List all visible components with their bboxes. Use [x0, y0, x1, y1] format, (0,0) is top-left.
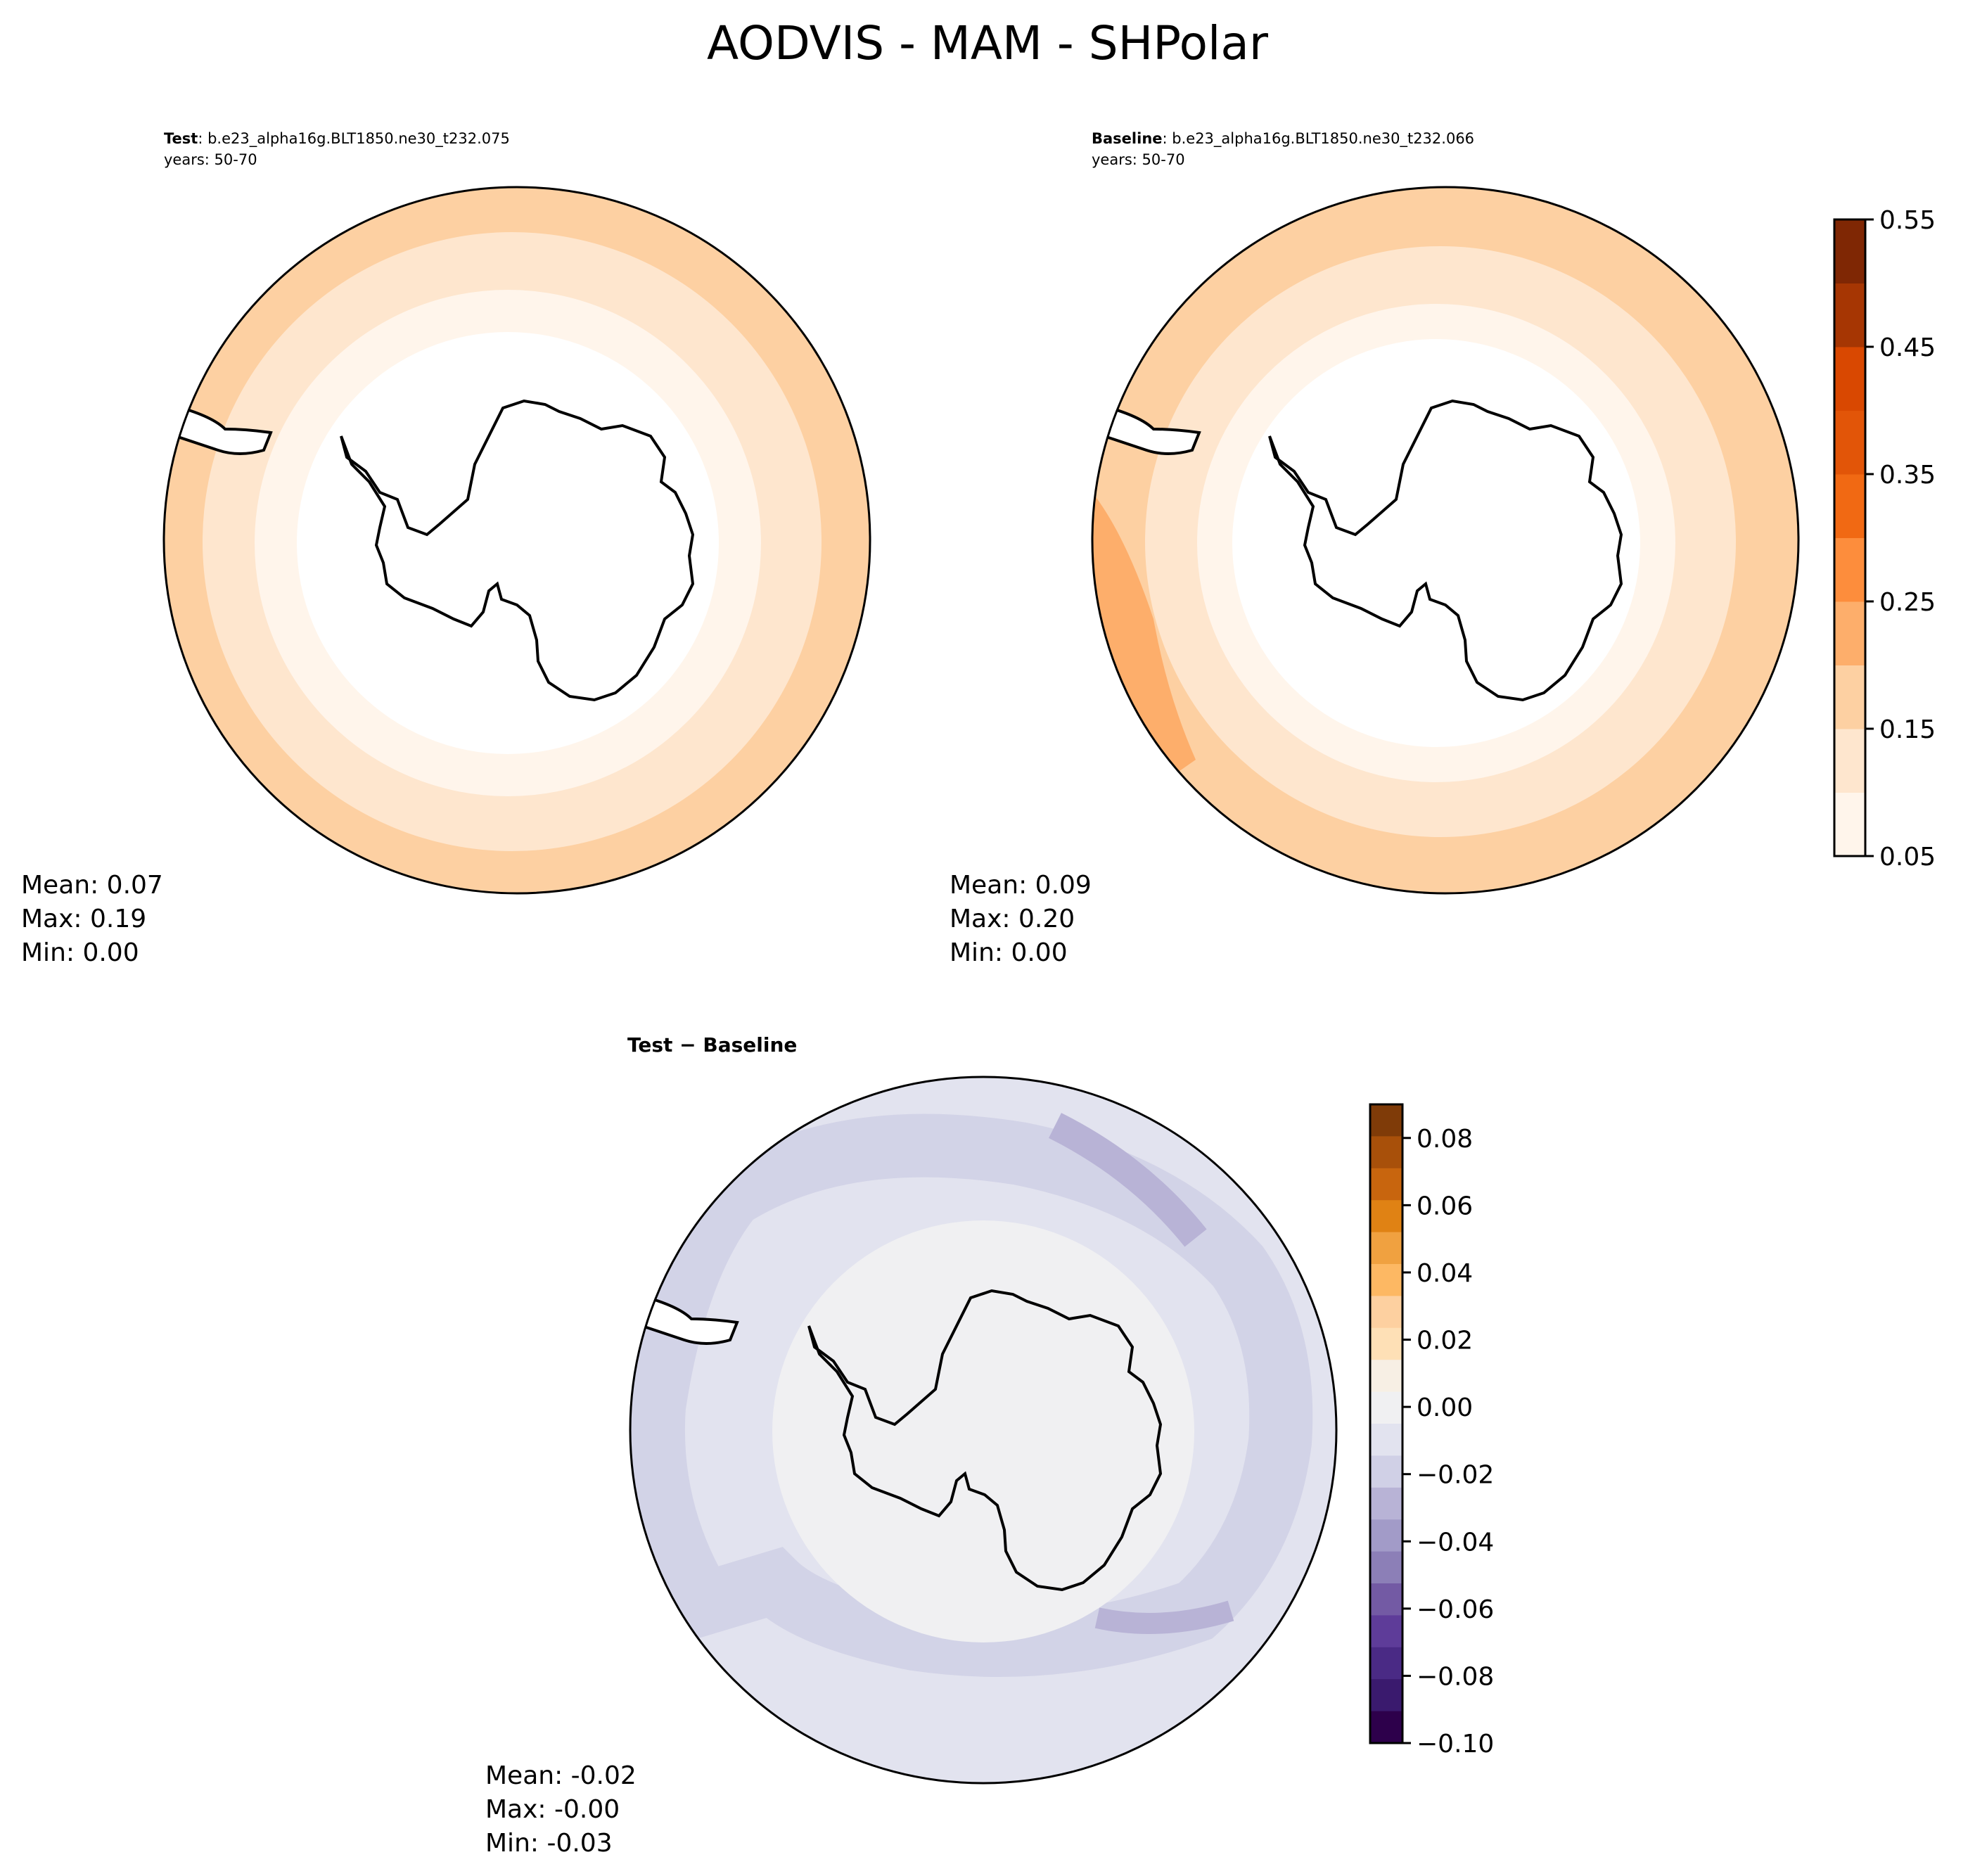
colorbar-main-ticks: 0.05 0.15 0.25 0.35 0.45 0.55	[1865, 206, 1936, 872]
colorbar-diff-swatch	[1370, 1232, 1402, 1265]
colorbar-diff-swatch	[1370, 1455, 1402, 1488]
panel-test-header: Test: b.e23_alpha16g.BLT1850.ne30_t232.0…	[164, 130, 510, 148]
colorbar-diff-tick-label: 0.00	[1417, 1393, 1473, 1422]
panel-test-label: Test	[164, 130, 198, 147]
colorbar-main-swatch	[1834, 601, 1865, 665]
colorbar-diff-tick-label: 0.08	[1417, 1125, 1473, 1154]
colorbar-diff-swatch	[1370, 1200, 1402, 1233]
colorbar-diff-swatch	[1370, 1679, 1402, 1712]
panel-baseline-min: Min: 0.00	[950, 938, 1068, 967]
colorbar-diff-swatch	[1370, 1424, 1402, 1456]
panel-baseline-label: Baseline	[1092, 130, 1163, 147]
panel-baseline-border	[1091, 186, 1800, 895]
panel-diff-max: Max: -0.00	[485, 1795, 620, 1824]
colorbar-main-swatch	[1834, 219, 1865, 283]
colorbar-diff-tick-label: −0.08	[1417, 1662, 1494, 1691]
colorbar-main-tick-label: 0.35	[1879, 461, 1936, 490]
colorbar-main-swatch	[1834, 410, 1865, 475]
panel-baseline-map	[1092, 187, 1798, 893]
panel-test-mean: Mean: 0.07	[21, 871, 163, 900]
panel-diff-min: Min: -0.03	[485, 1829, 613, 1858]
colorbar-diff-swatch	[1370, 1519, 1402, 1552]
panel-baseline-mean: Mean: 0.09	[950, 871, 1092, 900]
panel-baseline-max: Max: 0.20	[950, 905, 1075, 933]
panel-baseline-case: : b.e23_alpha16g.BLT1850.ne30_t232.066	[1163, 130, 1475, 148]
colorbar-main-swatch	[1834, 347, 1865, 411]
colorbar-diff-swatch	[1370, 1391, 1402, 1424]
colorbar-main-swatch	[1834, 729, 1865, 793]
colorbar-diff-swatch	[1370, 1487, 1402, 1520]
panel-test: Test: b.e23_alpha16g.BLT1850.ne30_t232.0…	[21, 130, 871, 967]
panel-test-case: : b.e23_alpha16g.BLT1850.ne30_t232.075	[198, 130, 510, 148]
colorbar-diff-tick-label: −0.10	[1417, 1730, 1494, 1759]
panel-baseline-years: years: 50-70	[1092, 151, 1185, 168]
panel-diff-label: Test − Baseline	[627, 1033, 797, 1057]
colorbar-diff-swatch	[1370, 1168, 1402, 1201]
colorbar-main: 0.05 0.15 0.25 0.35 0.45 0.55	[1833, 206, 1936, 872]
colorbar-main-swatch	[1834, 665, 1865, 729]
colorbar-diff: 0.08 0.06 0.04 0.02 0.00 −0.02 −0.04 −0.06 −0.08…	[1369, 1103, 1494, 1759]
panel-baseline-header: Baseline: b.e23_alpha16g.BLT1850.ne30_t2…	[1092, 130, 1474, 148]
colorbar-main-swatch	[1834, 537, 1865, 602]
colorbar-diff-swatch	[1370, 1711, 1402, 1744]
colorbar-diff-ticks: 0.08 0.06 0.04 0.02 0.00 −0.02 −0.04 −0.06 −0.08…	[1402, 1125, 1494, 1759]
panel-diff-map	[630, 1077, 1336, 1783]
colorbar-diff-swatch	[1370, 1327, 1402, 1360]
colorbar-diff-swatch	[1370, 1360, 1402, 1393]
colorbar-diff-swatch	[1370, 1615, 1402, 1648]
colorbar-main-tick-label: 0.25	[1879, 588, 1936, 617]
colorbar-diff-swatch	[1370, 1551, 1402, 1584]
panel-test-max: Max: 0.19	[21, 905, 146, 933]
panel-test-min: Min: 0.00	[21, 938, 139, 967]
panel-test-years: years: 50-70	[164, 151, 257, 168]
colorbar-diff-tick-label: 0.02	[1417, 1327, 1473, 1355]
colorbar-diff-swatches	[1370, 1104, 1402, 1744]
colorbar-diff-frame	[1369, 1103, 1404, 1744]
colorbar-main-tick-label: 0.55	[1879, 206, 1936, 235]
figure-title: AODVIS - MAM - SHPolar	[707, 16, 1269, 70]
colorbar-main-swatches	[1834, 219, 1865, 857]
colorbar-diff-tick-label: −0.04	[1417, 1528, 1494, 1557]
panel-diff-border	[629, 1076, 1338, 1785]
colorbar-main-tick-label: 0.15	[1879, 715, 1936, 744]
colorbar-diff-tick-label: 0.06	[1417, 1192, 1473, 1220]
colorbar-main-frame	[1833, 218, 1867, 857]
colorbar-main-swatch	[1834, 474, 1865, 538]
panel-test-border	[162, 186, 871, 895]
colorbar-diff-swatch	[1370, 1136, 1402, 1169]
colorbar-diff-swatch	[1370, 1583, 1402, 1616]
colorbar-diff-swatch	[1370, 1104, 1402, 1137]
panel-diff: Test − Baseline Mean: -0.02 Max: -0.00 M…	[485, 1033, 1338, 1858]
colorbar-main-tick-label: 0.45	[1879, 333, 1936, 362]
colorbar-diff-swatch	[1370, 1264, 1402, 1296]
panel-test-map	[164, 187, 870, 893]
colorbar-diff-tick-label: −0.06	[1417, 1595, 1494, 1624]
panel-baseline: Baseline: b.e23_alpha16g.BLT1850.ne30_t2…	[950, 130, 1800, 967]
colorbar-main-swatch	[1834, 283, 1865, 347]
colorbar-main-tick-label: 0.05	[1879, 843, 1936, 872]
colorbar-diff-tick-label: −0.02	[1417, 1461, 1494, 1490]
colorbar-diff-tick-label: 0.04	[1417, 1259, 1473, 1288]
panel-diff-mean: Mean: -0.02	[485, 1761, 637, 1790]
colorbar-main-swatch	[1834, 792, 1865, 857]
colorbar-diff-swatch	[1370, 1296, 1402, 1329]
colorbar-diff-swatch	[1370, 1647, 1402, 1680]
